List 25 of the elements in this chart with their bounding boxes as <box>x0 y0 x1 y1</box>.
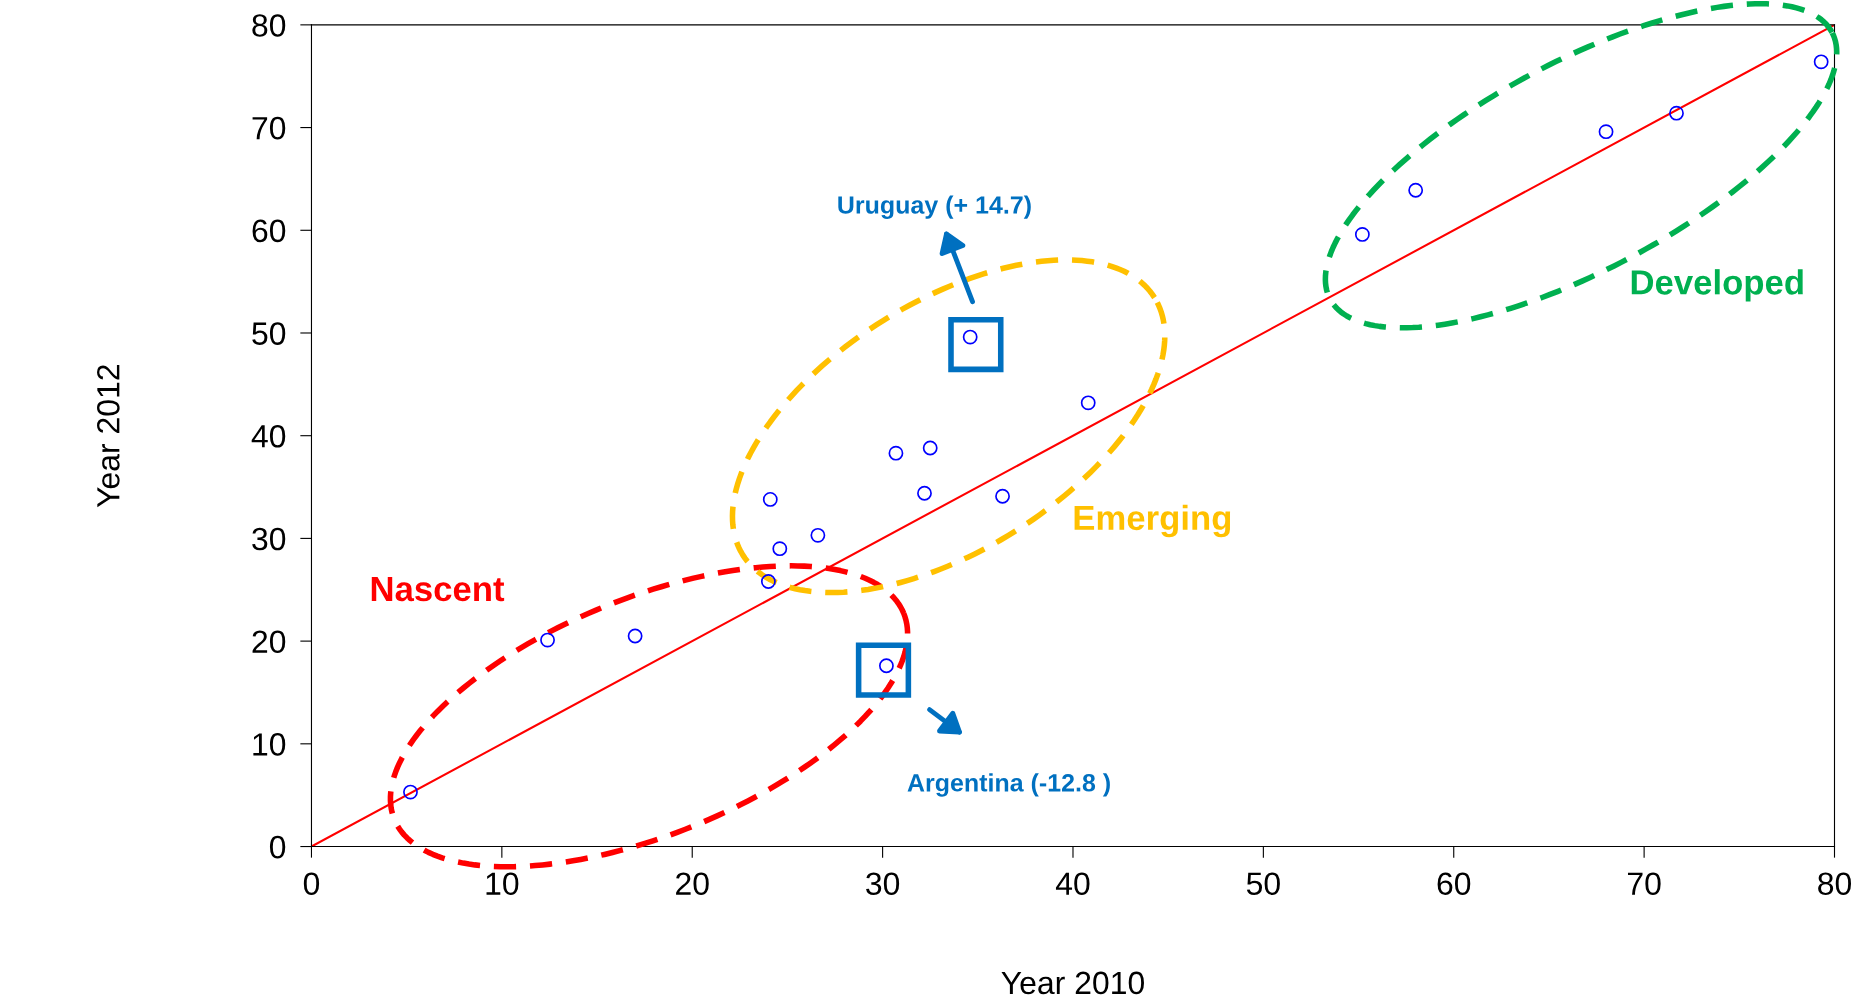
y-tick-label: 80 <box>252 14 286 37</box>
x-tick-label: 10 <box>486 872 519 895</box>
annotation: Developed <box>1631 269 1803 302</box>
y-tick-label: 0 <box>269 835 286 859</box>
y-tick-label: 30 <box>252 527 286 551</box>
y-tick-label: 20 <box>252 630 286 653</box>
annotation: Argentina (-12.8 ) <box>907 773 1110 797</box>
x-tick-label: 80 <box>1818 872 1852 895</box>
y-tick-label: 10 <box>253 733 286 756</box>
annotation: Uruguay (+ 14.7) <box>838 195 1031 219</box>
y-tick-label: 70 <box>252 116 286 140</box>
x-tick-label: 60 <box>1437 872 1471 895</box>
y-tick-label: 50 <box>252 322 286 345</box>
annotation: Emerging <box>1074 504 1231 538</box>
x-tick-label: 70 <box>1627 872 1661 895</box>
x-tick-label: 30 <box>866 872 900 895</box>
y-axis-title: Year 2012 <box>97 365 120 508</box>
y-tick-label: 40 <box>251 424 286 448</box>
x-tick-label: 0 <box>303 872 320 895</box>
x-axis-title: Year 2010 <box>1001 971 1144 995</box>
x-tick-label: 50 <box>1246 872 1280 895</box>
x-tick-label: 40 <box>1055 872 1090 895</box>
annotation: Nascent <box>371 577 505 602</box>
y-tick-label: 60 <box>252 219 286 243</box>
x-tick-label: 20 <box>676 872 709 895</box>
